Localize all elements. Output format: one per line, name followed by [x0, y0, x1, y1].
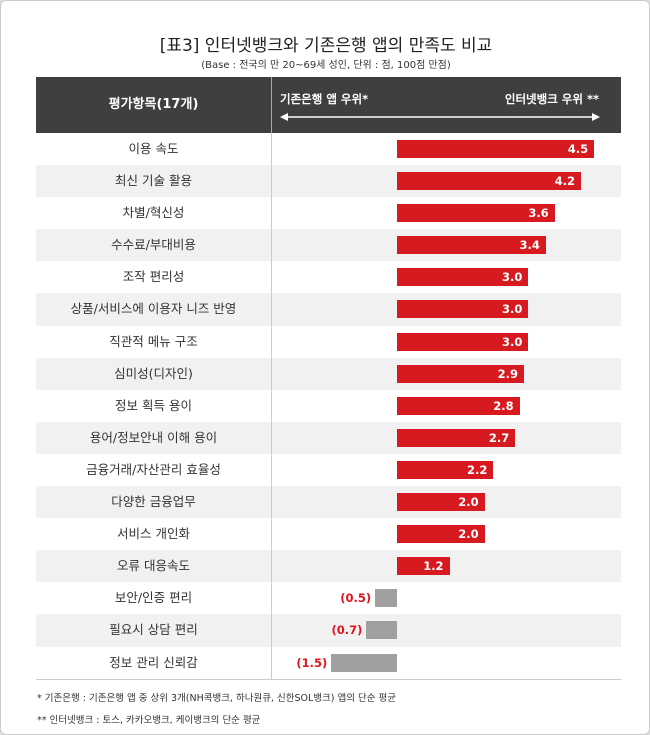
bar-positive [397, 204, 555, 223]
bar-value-label: 2.9 [497, 366, 519, 381]
table-row: 금융거래/자산관리 효율성 2.2 [36, 454, 621, 486]
table-row: 오류 대응속도 1.2 [36, 550, 621, 583]
table-row: 최신 기술 활용 4.2 [36, 165, 621, 198]
bar-value-label: (0.5) [340, 591, 372, 606]
bar-negative [331, 653, 397, 672]
row-label: 조작 편리성 [122, 269, 185, 285]
table-row: 정보 획득 용이 2.8 [36, 390, 621, 422]
bar-positive [397, 300, 529, 319]
row-label: 최신 기술 활용 [115, 173, 192, 189]
bar-value-label: 4.2 [554, 174, 575, 189]
table-row: 다양한 금융업무 2.0 [36, 486, 621, 519]
bar-positive [397, 525, 485, 544]
bar-positive [397, 396, 520, 415]
table-row: 정보 관리 신뢰감 (1.5) [36, 647, 621, 679]
bar-positive [397, 460, 494, 479]
table-row: 용어/정보안내 이해 용이 2.7 [36, 421, 621, 454]
chart-subtitle: (Base : 전국의 만 20~69세 성인, 단위 : 점, 100점 만점… [201, 60, 451, 71]
bar-value-label: 3.0 [502, 270, 523, 285]
bar-value-label: 2.0 [458, 495, 479, 510]
bar-value-label: 3.4 [519, 238, 540, 253]
bar-value-label: 4.5 [567, 142, 589, 156]
row-label: 다양한 금융업무 [111, 494, 196, 510]
table-row: 상품/서비스에 이용자 니즈 반영 3.0 [36, 293, 621, 326]
bar-value-label: 3.0 [502, 302, 523, 317]
bar-positive [397, 140, 595, 158]
row-label: 오류 대응속도 [117, 558, 190, 574]
table-row: 필요시 상담 편리 (0.7) [36, 614, 621, 647]
footnote-1: * 기존은행 : 기존은행 앱 중 상위 3개(NH콕뱅크, 하나원큐, 신한S… [37, 693, 396, 704]
row-label: 직관적 메뉴 구조 [109, 333, 198, 349]
table-row: 차별/혁신성 3.6 [36, 197, 621, 229]
bar-negative [375, 589, 397, 608]
bar-positive [397, 172, 581, 191]
bar-value-label: 2.8 [493, 398, 514, 413]
table-row: 조작 편리성 3.0 [36, 261, 621, 293]
table-bottom-border [36, 678, 621, 680]
comparison-table: 평가항목(17개) 기존은행 앱 우위* 인터넷뱅크 우위 ** 이용 속도 4.… [36, 77, 621, 680]
bar-positive [397, 236, 546, 255]
bar-value-label: 2.7 [488, 430, 510, 445]
row-label: 상품/서비스에 이용자 니즈 반영 [70, 301, 237, 317]
table-row: 이용 속도 4.5 [36, 133, 621, 165]
bar-value-label: (1.5) [296, 655, 328, 670]
bar-value-label: (0.7) [331, 623, 363, 638]
bar-positive [397, 428, 516, 447]
table-row: 서비스 개인화 2.0 [36, 518, 621, 550]
row-label: 차별/혁신성 [122, 205, 185, 221]
row-label: 정보 획득 용이 [115, 397, 192, 413]
bar-value-label: 3.0 [502, 334, 523, 349]
header-divider [271, 77, 272, 133]
row-label: 금융거래/자산관리 효율성 [86, 461, 221, 477]
bar-value-label: 2.0 [458, 527, 479, 542]
header-left-label: 기존은행 앱 우위* [280, 92, 369, 106]
row-label: 정보 관리 신뢰감 [109, 654, 198, 670]
bar-value-label: 1.2 [423, 559, 444, 574]
bar-positive [397, 493, 485, 512]
row-label: 심미성(디자인) [114, 365, 193, 381]
bar-value-label: 2.2 [467, 462, 488, 477]
header-right-label: 인터넷뱅크 우위 ** [504, 92, 599, 106]
table-row: 심미성(디자인) 2.9 [36, 357, 621, 390]
double-arrow-icon [280, 113, 600, 121]
row-label: 용어/정보안내 이해 용이 [89, 429, 218, 445]
column-divider [271, 133, 272, 679]
table-header: 평가항목(17개) 기존은행 앱 우위* 인터넷뱅크 우위 ** [36, 77, 621, 133]
table-body: 이용 속도 4.5 최신 기술 활용 4.2 차별/혁신성 3.6 수수료/부대비용 3.4 조… [36, 133, 621, 679]
row-label: 수수료/부대비용 [111, 237, 196, 253]
header-item-column: 평가항목(17개) [108, 97, 199, 112]
table-row: 직관적 메뉴 구조 3.0 [36, 326, 621, 358]
bar-positive [397, 364, 525, 383]
chart-title: [표3] 인터넷뱅크와 기존은행 앱의 만족도 비교 [159, 36, 493, 56]
footnote-2: ** 인터넷뱅크 : 토스, 카카오뱅크, 케이뱅크의 단순 평균 [37, 715, 261, 726]
row-label: 보안/인증 편리 [114, 590, 193, 606]
row-label: 이용 속도 [128, 141, 179, 156]
bar-positive [397, 268, 529, 287]
row-label: 서비스 개인화 [117, 526, 190, 542]
bar-negative [366, 621, 397, 640]
row-label: 필요시 상담 편리 [109, 622, 198, 638]
bar-positive [397, 557, 450, 576]
table-row: 수수료/부대비용 3.4 [36, 229, 621, 262]
bar-positive [397, 332, 529, 351]
bar-value-label: 3.6 [528, 206, 549, 221]
table-row: 보안/인증 편리 (0.5) [36, 582, 621, 614]
